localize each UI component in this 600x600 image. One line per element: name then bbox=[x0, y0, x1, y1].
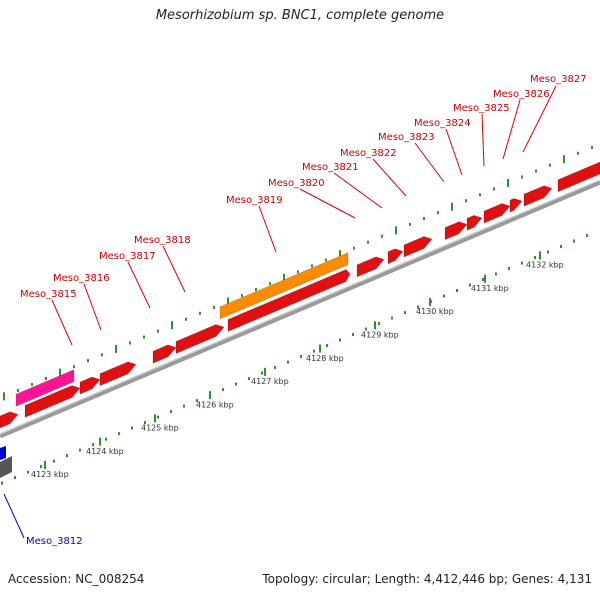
scale-label: 4123 kbp bbox=[31, 470, 69, 479]
gene-arrow[interactable] bbox=[227, 269, 351, 332]
label-leader bbox=[51, 299, 73, 346]
gene-label-meso-3825[interactable]: Meso_3825 bbox=[453, 103, 510, 114]
label-leader bbox=[414, 142, 445, 183]
blue-label-leader bbox=[3, 493, 25, 539]
pink-gene[interactable] bbox=[15, 369, 75, 407]
gene-label-meso-3820[interactable]: Meso_3820 bbox=[268, 178, 325, 189]
gene-label-meso-3818[interactable]: Meso_3818 bbox=[134, 235, 191, 246]
gene-arrow[interactable] bbox=[403, 236, 433, 258]
gray-gene[interactable] bbox=[0, 456, 12, 478]
accession-label: Accession: NC_008254 bbox=[8, 572, 145, 586]
gene-arrow[interactable] bbox=[466, 215, 483, 231]
scale-label: 4127 kbp bbox=[251, 377, 289, 386]
gene-arrow[interactable] bbox=[24, 385, 81, 418]
gene-arrow[interactable] bbox=[175, 324, 225, 354]
gene-labels: Meso_3815 Meso_3816 Meso_3817 Meso_3818 Meso… bbox=[20, 74, 587, 346]
highlight-gene[interactable] bbox=[219, 252, 349, 320]
gene-label-meso-3817[interactable]: Meso_3817 bbox=[99, 251, 156, 262]
scale-label: 4130 kbp bbox=[416, 307, 454, 316]
gene-arrow[interactable] bbox=[523, 185, 553, 207]
label-leader bbox=[522, 85, 557, 153]
gene-arrow[interactable] bbox=[99, 361, 137, 387]
scale-label: 4129 kbp bbox=[361, 330, 399, 339]
gene-arrow[interactable] bbox=[152, 344, 177, 364]
gene-label-meso-3826[interactable]: Meso_3826 bbox=[493, 89, 550, 100]
gene-arrow[interactable] bbox=[557, 161, 600, 193]
gene-features bbox=[0, 161, 600, 429]
label-leader bbox=[299, 188, 356, 219]
label-leader bbox=[333, 172, 383, 209]
map-title: Mesorhizobium sp. BNC1, complete genome bbox=[155, 8, 445, 23]
scale-label: 4125 kbp bbox=[141, 424, 179, 433]
scale-label: 4131 kbp bbox=[471, 284, 509, 293]
gene-arrow[interactable] bbox=[387, 248, 404, 265]
gene-arrow[interactable] bbox=[444, 221, 468, 241]
label-leader bbox=[127, 261, 151, 309]
gene-label-meso-3819[interactable]: Meso_3819 bbox=[226, 195, 283, 206]
gene-label-meso-3816[interactable]: Meso_3816 bbox=[53, 273, 110, 284]
gene-label-meso-3827[interactable]: Meso_3827 bbox=[530, 74, 587, 85]
label-leader bbox=[445, 128, 463, 176]
blue-gene[interactable] bbox=[0, 446, 6, 460]
scale-track: 4123 kbp 4124 kbp 4125 kbp 4126 kbp 4127 kbp… bbox=[1, 234, 588, 485]
scale-label: 4132 kbp bbox=[526, 261, 564, 270]
label-leader bbox=[258, 205, 277, 253]
gene-label-meso-3821[interactable]: Meso_3821 bbox=[302, 162, 359, 173]
gene-label-meso-3824[interactable]: Meso_3824 bbox=[414, 118, 471, 129]
label-leader bbox=[83, 283, 102, 331]
upper-tick-track bbox=[3, 145, 593, 401]
topology-label: Topology: circular; Length: 4,412,446 bp… bbox=[262, 572, 592, 586]
label-leader bbox=[502, 99, 521, 160]
scale-label: 4126 kbp bbox=[196, 400, 234, 409]
gene-label-meso-3823[interactable]: Meso_3823 bbox=[378, 132, 435, 143]
scale-label: 4128 kbp bbox=[306, 354, 344, 363]
gene-arrow[interactable] bbox=[79, 376, 101, 395]
gene-label-meso-3822[interactable]: Meso_3822 bbox=[340, 148, 397, 159]
gene-arrow[interactable] bbox=[356, 256, 385, 278]
label-leader bbox=[372, 158, 407, 197]
scale-label: 4124 kbp bbox=[86, 447, 124, 456]
gene-arrow[interactable] bbox=[483, 203, 511, 224]
gene-arrow[interactable] bbox=[509, 198, 523, 213]
label-leader bbox=[481, 113, 485, 167]
label-leader bbox=[162, 245, 186, 293]
gene-arrow[interactable] bbox=[0, 411, 19, 429]
genome-backbone bbox=[0, 179, 600, 439]
gene-label-meso-3812[interactable]: Meso_3812 bbox=[26, 536, 83, 547]
backbone-highlight bbox=[0, 179, 600, 435]
gene-label-meso-3815[interactable]: Meso_3815 bbox=[20, 289, 77, 300]
